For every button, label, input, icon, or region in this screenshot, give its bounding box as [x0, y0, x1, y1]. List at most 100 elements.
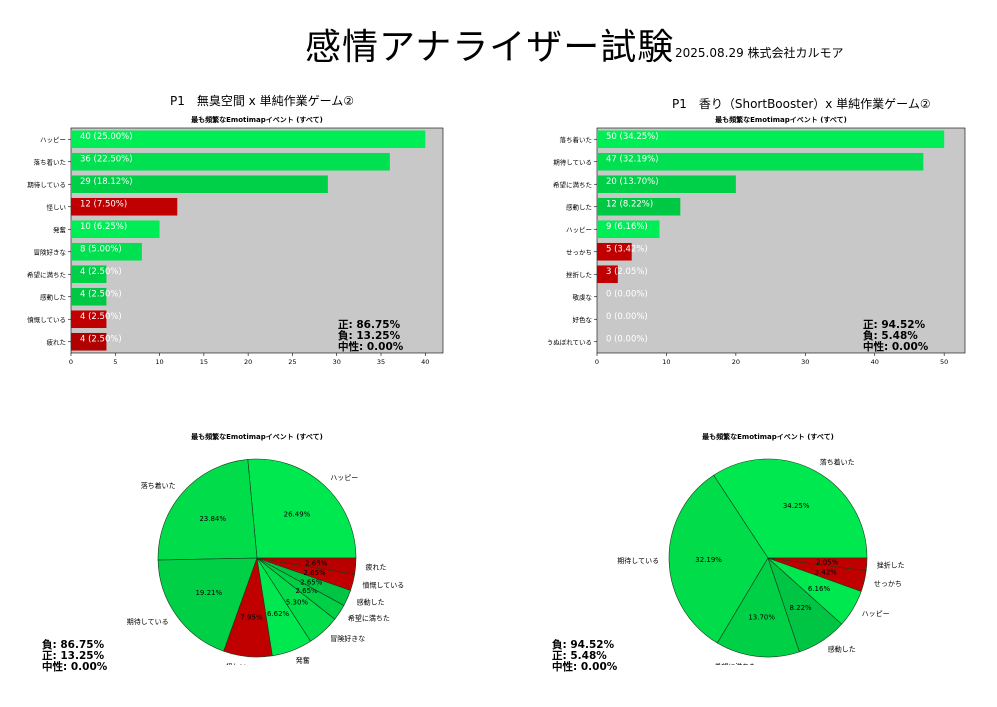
bar-value-label: 40 (25.00%) — [80, 132, 133, 142]
bar-value-label: 0 (0.00%) — [606, 289, 648, 299]
bar-stats-left: 正: 86.75% 負: 13.25% 中性: 0.00% — [338, 320, 403, 353]
category-label: 敬虔な — [573, 292, 593, 301]
bar-stats-right: 正: 94.52% 負: 5.48% 中性: 0.00% — [863, 320, 928, 353]
category-label: 落ち着いた — [560, 135, 593, 144]
slice-percent-label: 3.42% — [815, 568, 838, 576]
category-label: ハッピー — [566, 226, 592, 234]
slice-percent-label: 26.49% — [284, 511, 311, 519]
category-label: 疲れた — [47, 337, 67, 346]
bar — [71, 242, 142, 261]
slice-label: 冒険好きな — [330, 634, 365, 643]
page-subtitle: 2025.08.29 株式会社カルモア — [675, 46, 844, 60]
category-label: 怪しい — [47, 202, 67, 211]
bar — [71, 197, 178, 216]
bar-value-label: 12 (8.22%) — [606, 199, 653, 209]
pie-slice — [767, 557, 868, 572]
pie-slice — [157, 557, 258, 652]
bar-value-label: 5 (3.42%) — [606, 244, 648, 254]
slice-label: 発奮 — [296, 655, 310, 664]
pie-slice — [157, 459, 258, 561]
bar-value-label: 36 (22.50%) — [80, 154, 133, 164]
bar — [597, 265, 618, 284]
slice-percent-label: 6.62% — [267, 610, 290, 618]
stat-line-3: 中性: 0.00% — [552, 661, 618, 673]
slice-label: 期待している — [127, 617, 169, 626]
page-title: 感情アナライザー試験 — [305, 27, 675, 68]
slice-percent-label: 23.84% — [199, 515, 226, 523]
header: 感情アナライザー試験 2025.08.29 株式会社カルモア — [0, 14, 997, 68]
stat-line-2: 正: 5.48% — [552, 650, 607, 662]
bar — [71, 310, 107, 329]
bar — [597, 152, 924, 171]
slice-percent-label: 2.05% — [816, 558, 839, 566]
bar — [71, 287, 107, 306]
pie-slice — [716, 557, 800, 658]
x-tick-label: 0 — [69, 358, 73, 366]
slice-label: 希望に満ちた — [348, 613, 390, 622]
bar-value-label: 8 (5.00%) — [80, 244, 122, 254]
slice-percent-label: 2.65% — [303, 569, 326, 577]
slice-label: 希望に満ちた — [714, 662, 756, 665]
bar-chart-right: 最も頻繁なEmotimapイベント (すべて) 50 (34.25%) 落ち着いた 4… — [547, 115, 966, 366]
slice-percent-label: 19.21% — [195, 589, 222, 597]
x-tick-label: 10 — [662, 358, 670, 366]
bar-value-label: 29 (18.12%) — [80, 177, 133, 187]
chart-title: 最も頻繁なEmotimapイベント (すべて) — [715, 115, 847, 124]
pie-chart-right: 最も頻繁なEmotimapイベント (すべて) 34.25% 落ち着いた 32.19%… — [617, 432, 905, 665]
category-label: 憤慨している — [27, 315, 66, 324]
bar-value-label: 20 (13.70%) — [606, 177, 659, 187]
stat-line-2: 正: 13.25% — [42, 650, 105, 662]
x-tick-label: 50 — [940, 358, 948, 366]
pie-slice — [668, 474, 769, 644]
bar-value-label: 0 (0.00%) — [606, 312, 648, 322]
slice-label: 感動した — [828, 645, 856, 654]
x-tick-label: 20 — [244, 358, 252, 366]
slice-label: ハッピー — [330, 474, 358, 482]
slice-percent-label: 6.16% — [808, 585, 831, 593]
slice-label: 感動した — [357, 598, 385, 607]
x-tick-label: 5 — [113, 358, 117, 366]
pie-slice — [247, 458, 357, 559]
slice-percent-label: 32.19% — [695, 556, 722, 564]
stat-positive: 正: 86.75% — [338, 319, 401, 331]
x-tick-label: 20 — [732, 358, 740, 366]
x-tick-label: 30 — [333, 358, 341, 366]
bar — [597, 130, 945, 149]
slice-label: 疲れた — [366, 563, 387, 572]
bar-value-label: 4 (2.50%) — [80, 334, 122, 344]
x-tick-label: 25 — [288, 358, 296, 366]
category-label: 挫折した — [566, 270, 592, 279]
slice-percent-label: 5.30% — [286, 598, 309, 606]
bar — [71, 175, 328, 194]
slice-label: 期待している — [617, 556, 659, 565]
slice-percent-label: 8.22% — [789, 604, 812, 612]
chart-title: 最も頻繁なEmotimapイベント (すべて) — [191, 115, 323, 124]
category-label: 期待している — [27, 180, 66, 189]
stat-positive: 正: 94.52% — [863, 319, 926, 331]
x-tick-label: 30 — [801, 358, 809, 366]
category-label: 希望に満ちた — [27, 270, 66, 279]
stat-neutral: 中性: 0.00% — [863, 341, 929, 353]
category-label: 希望に満ちた — [553, 180, 592, 189]
bar-value-label: 4 (2.50%) — [80, 312, 122, 322]
slice-label: 挫折した — [877, 561, 905, 570]
bar-value-label: 50 (34.25%) — [606, 132, 659, 142]
slice-label: 落ち着いた — [141, 481, 176, 490]
bar — [71, 332, 107, 351]
bar-value-label: 4 (2.50%) — [80, 267, 122, 277]
slice-percent-label: 2.65% — [305, 559, 328, 567]
bar-value-label: 4 (2.50%) — [80, 289, 122, 299]
slice-label: 憤慨している — [363, 580, 405, 589]
bar-chart-left: 最も頻繁なEmotimapイベント (すべて) 40 (25.00%) ハッピー 36… — [27, 115, 444, 366]
slice-label: せっかち — [874, 580, 902, 588]
x-tick-label: 15 — [200, 358, 208, 366]
category-label: うぬぼれている — [547, 338, 592, 346]
panel-title-right: P1 香り（ShortBooster）x 単純作業ゲーム② — [672, 97, 931, 111]
bar — [71, 152, 390, 171]
pie-stats-left: 負: 86.75% 正: 13.25% 中性: 0.00% — [42, 640, 107, 673]
x-tick-label: 35 — [377, 358, 385, 366]
bar — [597, 220, 660, 239]
stat-line-1: 負: 86.75% — [42, 639, 105, 651]
category-label: 感動した — [40, 292, 66, 301]
slice-percent-label: 7.95% — [240, 614, 263, 622]
